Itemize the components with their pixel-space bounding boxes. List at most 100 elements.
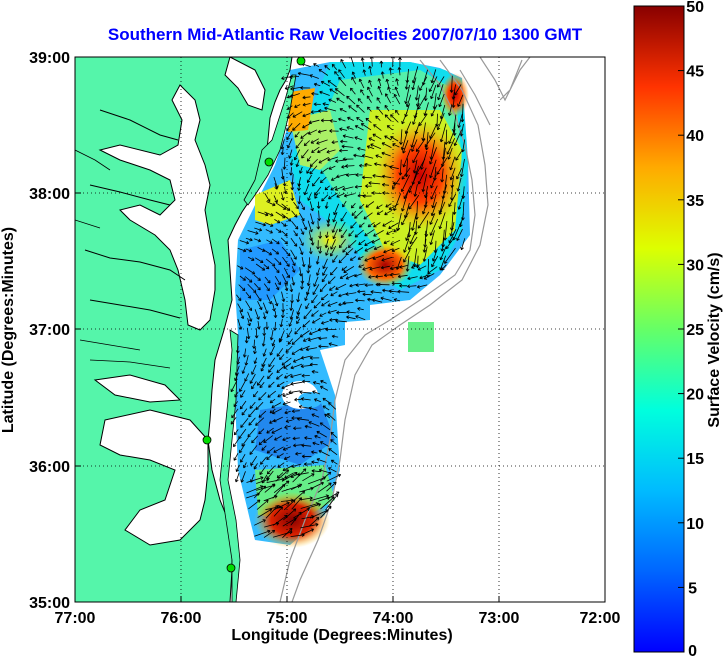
velocity-arrow (327, 301, 338, 307)
velocity-arrow (279, 354, 285, 360)
velocity-arrow (308, 329, 320, 336)
velocity-arrow (261, 445, 267, 451)
velocity-arrow (312, 381, 321, 385)
colorbar-tick-label: 15 (686, 451, 704, 468)
velocity-arrow (385, 203, 392, 208)
velocity-arrow (273, 506, 283, 517)
velocity-arrow (317, 147, 327, 154)
velocity-arrow (280, 192, 285, 201)
velocity-arrow (290, 257, 296, 267)
velocity-arrow (287, 112, 294, 119)
velocity-arrow (360, 57, 365, 67)
velocity-arrow (454, 84, 462, 96)
velocity-arrow (412, 112, 418, 125)
colorbar-tick-label: 20 (686, 387, 704, 404)
velocity-arrow (273, 311, 278, 319)
velocity-arrow (436, 157, 448, 175)
velocity-arrow (277, 462, 285, 468)
velocity-arrow (288, 390, 301, 395)
bathymetry-contours (279, 57, 531, 602)
velocity-arrow (332, 228, 338, 240)
velocity-arrow (313, 102, 321, 107)
velocity-arrow (306, 264, 311, 274)
colorbar-tick-label: 30 (686, 257, 704, 274)
y-tick-labels: 39:00 38:00 37:00 36:00 35:00 (29, 50, 70, 612)
velocity-arrow (240, 454, 246, 463)
y-axis-label: Latitude (Degrees:Minutes) (0, 227, 17, 433)
velocity-arrow (244, 276, 253, 283)
velocity-arrow (368, 275, 375, 279)
velocity-arrow (382, 220, 393, 227)
velocity-arrow (233, 436, 241, 448)
velocity-arrow (316, 240, 320, 250)
velocity-arrow (289, 284, 294, 293)
velocity-arrow (423, 273, 435, 280)
velocity-arrow (290, 249, 297, 260)
velocity-arrow (407, 276, 418, 281)
velocity-arrow (357, 256, 364, 260)
velocity-arrow (328, 192, 338, 200)
velocity-arrow (343, 193, 355, 198)
velocity-arrow (273, 480, 290, 494)
velocity-arrow (289, 93, 300, 98)
velocity-arrow (269, 398, 276, 404)
velocity-arrow (332, 255, 338, 263)
velocity-arrow (393, 193, 402, 212)
velocity-arrow (335, 283, 347, 290)
velocity-arrow (322, 405, 330, 411)
velocity-arrow (256, 478, 270, 484)
colorbar-tick-label: 50 (686, 0, 704, 16)
velocity-arrow (428, 76, 438, 93)
velocity-arrow (235, 345, 240, 354)
velocity-arrow (309, 356, 320, 360)
velocity-arrow (293, 149, 301, 161)
velocity-arrow (254, 227, 263, 232)
velocity-arrow (248, 417, 256, 426)
velocity-arrow (422, 246, 428, 262)
velocity-arrow (331, 63, 338, 71)
velocity-arrow (324, 65, 331, 71)
velocity-arrow (372, 254, 385, 260)
velocity-arrow (327, 156, 339, 162)
velocity-arrow (401, 212, 409, 226)
velocity-arrow (269, 329, 274, 341)
velocity-arrow (381, 142, 392, 148)
velocity-arrow (234, 391, 239, 398)
velocity-arrow (401, 111, 408, 125)
velocity-arrow (403, 238, 410, 253)
velocity-arrow (438, 93, 445, 108)
velocity-arrow (291, 409, 300, 414)
velocity-arrow (429, 218, 439, 236)
velocity-arrow (255, 221, 266, 227)
velocity-arrow (266, 239, 273, 244)
velocity-arrow (300, 282, 304, 290)
velocity-arrow (364, 162, 372, 167)
velocity-arrow (240, 471, 246, 483)
velocity-arrow (415, 138, 426, 152)
velocity-arrow (291, 337, 301, 345)
velocity-arrow (273, 416, 283, 423)
velocity-arrow (384, 209, 393, 216)
velocity-arrow (253, 390, 259, 398)
y-tick-label: 36:00 (29, 459, 70, 476)
velocity-arrow (233, 401, 239, 408)
velocity-arrow (453, 129, 462, 147)
velocity-arrow (358, 78, 365, 89)
velocity-arrow (398, 57, 402, 67)
velocity-arrow (340, 229, 348, 239)
velocity-arrow (384, 114, 392, 122)
colorbar-tick-label: 0 (688, 643, 697, 659)
velocity-arrow (347, 240, 357, 248)
velocity-arrow (230, 381, 237, 393)
velocity-arrow (271, 427, 283, 434)
velocity-arrow (430, 104, 438, 117)
velocity-arrow (385, 78, 390, 88)
velocity-arrow (291, 220, 299, 230)
velocity-arrow (264, 222, 274, 227)
velocity-arrow (429, 159, 437, 179)
velocity-arrow (289, 159, 294, 166)
velocity-arrow (422, 238, 427, 253)
velocity-arrow (297, 71, 310, 76)
velocity-arrow (451, 95, 456, 108)
velocity-arrow (258, 428, 265, 435)
